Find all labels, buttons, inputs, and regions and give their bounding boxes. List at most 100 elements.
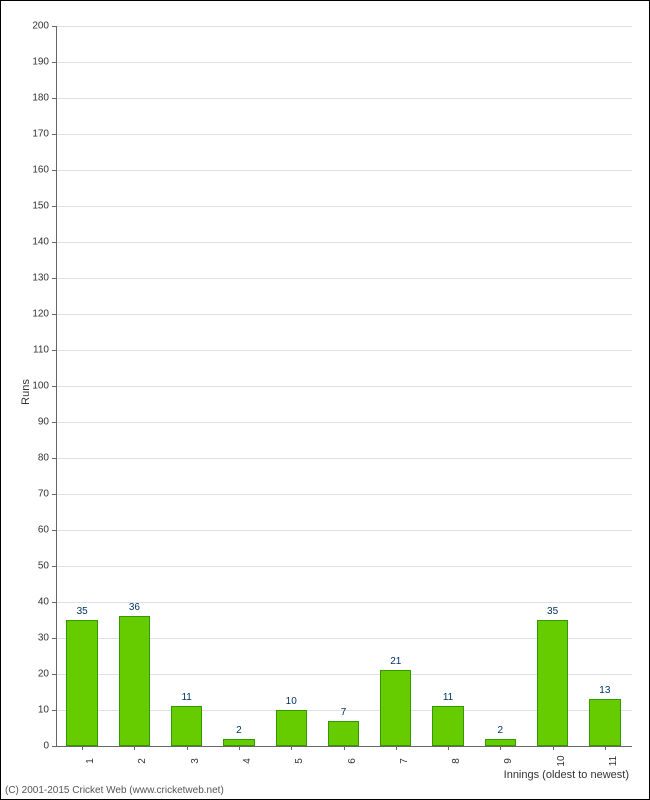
chart-container: Runs Innings (oldest to newest) (C) 2001… xyxy=(0,0,650,800)
y-tick-label: 180 xyxy=(32,93,49,104)
bar-value-label: 35 xyxy=(77,606,88,617)
y-tick-mark xyxy=(52,602,56,603)
x-tick-mark xyxy=(187,746,188,750)
y-tick-mark xyxy=(52,278,56,279)
gridline xyxy=(57,98,632,99)
gridline xyxy=(57,422,632,423)
y-tick-mark xyxy=(52,674,56,675)
gridline xyxy=(57,134,632,135)
y-tick-label: 50 xyxy=(38,561,49,572)
x-tick-mark xyxy=(291,746,292,750)
y-tick-mark xyxy=(52,746,56,747)
x-tick-label: 11 xyxy=(608,756,619,766)
x-tick-mark xyxy=(82,746,83,750)
y-tick-label: 100 xyxy=(32,381,49,392)
y-tick-mark xyxy=(52,386,56,387)
y-tick-label: 120 xyxy=(32,309,49,320)
gridline xyxy=(57,566,632,567)
y-tick-label: 70 xyxy=(38,489,49,500)
gridline xyxy=(57,206,632,207)
bar-value-label: 10 xyxy=(286,696,297,707)
y-tick-label: 200 xyxy=(32,21,49,32)
bar xyxy=(328,721,359,746)
x-tick-label: 4 xyxy=(242,758,253,764)
x-tick-mark xyxy=(448,746,449,750)
bar xyxy=(380,670,411,746)
y-tick-mark xyxy=(52,26,56,27)
x-tick-label: 3 xyxy=(190,758,201,764)
y-tick-label: 160 xyxy=(32,165,49,176)
gridline xyxy=(57,26,632,27)
bar-value-label: 2 xyxy=(236,725,242,736)
x-tick-label: 2 xyxy=(137,758,148,764)
y-tick-label: 10 xyxy=(38,705,49,716)
y-tick-mark xyxy=(52,566,56,567)
y-tick-mark xyxy=(52,62,56,63)
bar-value-label: 36 xyxy=(129,602,140,613)
y-tick-mark xyxy=(52,134,56,135)
x-axis-label: Innings (oldest to newest) xyxy=(504,769,629,781)
x-tick-label: 1 xyxy=(85,758,96,764)
gridline xyxy=(57,494,632,495)
x-tick-mark xyxy=(239,746,240,750)
x-tick-label: 7 xyxy=(399,758,410,764)
y-tick-label: 170 xyxy=(32,129,49,140)
copyright-text: (C) 2001-2015 Cricket Web (www.cricketwe… xyxy=(5,785,224,796)
x-tick-label: 6 xyxy=(347,758,358,764)
y-tick-mark xyxy=(52,494,56,495)
bar xyxy=(66,620,97,746)
bar xyxy=(537,620,568,746)
bar xyxy=(171,706,202,746)
x-tick-mark xyxy=(553,746,554,750)
gridline xyxy=(57,278,632,279)
y-tick-label: 140 xyxy=(32,237,49,248)
bar-value-label: 11 xyxy=(181,692,191,703)
y-tick-mark xyxy=(52,710,56,711)
bar xyxy=(276,710,307,746)
y-tick-mark xyxy=(52,314,56,315)
gridline xyxy=(57,62,632,63)
y-tick-label: 90 xyxy=(38,417,49,428)
bar xyxy=(432,706,463,746)
bar-value-label: 2 xyxy=(498,725,504,736)
bar-value-label: 13 xyxy=(599,685,610,696)
y-tick-mark xyxy=(52,422,56,423)
x-tick-label: 10 xyxy=(556,755,567,766)
y-tick-label: 60 xyxy=(38,525,49,536)
gridline xyxy=(57,170,632,171)
x-tick-mark xyxy=(605,746,606,750)
bar-value-label: 21 xyxy=(390,656,401,667)
bar xyxy=(589,699,620,746)
bar xyxy=(119,616,150,746)
y-tick-label: 150 xyxy=(32,201,49,212)
x-tick-mark xyxy=(134,746,135,750)
y-tick-label: 110 xyxy=(33,345,49,356)
y-tick-mark xyxy=(52,98,56,99)
y-tick-label: 20 xyxy=(38,669,49,680)
y-tick-mark xyxy=(52,170,56,171)
gridline xyxy=(57,530,632,531)
y-tick-mark xyxy=(52,638,56,639)
y-tick-label: 190 xyxy=(32,57,49,68)
gridline xyxy=(57,350,632,351)
x-tick-mark xyxy=(500,746,501,750)
x-tick-mark xyxy=(344,746,345,750)
y-tick-mark xyxy=(52,458,56,459)
y-tick-label: 0 xyxy=(43,741,49,752)
gridline xyxy=(57,386,632,387)
y-tick-mark xyxy=(52,242,56,243)
gridline xyxy=(57,458,632,459)
bar xyxy=(223,739,254,746)
x-tick-mark xyxy=(396,746,397,750)
y-tick-label: 30 xyxy=(38,633,49,644)
bar xyxy=(485,739,516,746)
x-tick-label: 8 xyxy=(451,758,462,764)
x-tick-label: 5 xyxy=(294,758,305,764)
y-tick-label: 130 xyxy=(32,273,49,284)
y-tick-mark xyxy=(52,530,56,531)
x-tick-label: 9 xyxy=(503,758,514,764)
bar-value-label: 11 xyxy=(443,692,453,703)
y-tick-label: 80 xyxy=(38,453,49,464)
gridline xyxy=(57,242,632,243)
y-axis-label: Runs xyxy=(20,379,32,405)
